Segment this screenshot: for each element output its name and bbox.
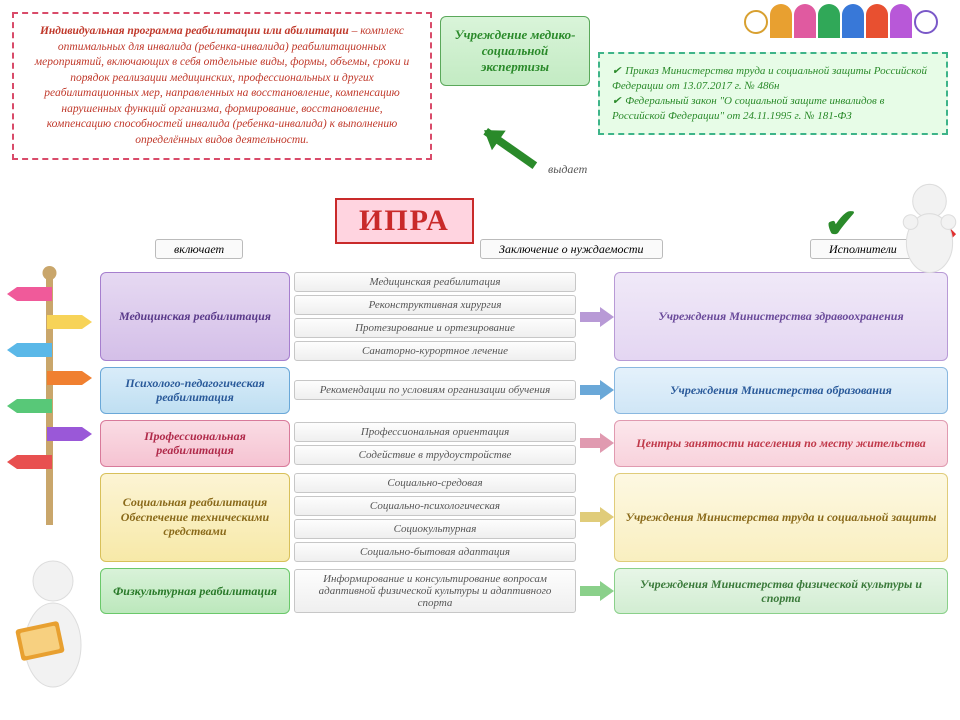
conclusion-header: Заключение о нуждаемости: [480, 242, 663, 257]
person-icon: [818, 4, 840, 38]
wheelchair-icon: [744, 10, 768, 34]
item-box: Медицинская реабилитация: [294, 272, 576, 292]
person-icon: [770, 4, 792, 38]
item-box: Содействие в трудоустройстве: [294, 445, 576, 465]
rehab-row: Физкультурная реабилитацияИнформирование…: [100, 568, 948, 615]
rehab-row: Социальная реабилитация Обеспечение техн…: [100, 473, 948, 562]
flow-arrow-icon: [580, 473, 614, 562]
wheelchair-icon: [914, 10, 938, 34]
law-item: ✔Приказ Министерства труда и социальной …: [612, 64, 934, 94]
item-box: Протезирование и ортезирование: [294, 318, 576, 338]
rehab-row: Психолого-педагогическая реабилитацияРек…: [100, 367, 948, 414]
laws-box: ✔Приказ Министерства труда и социальной …: [598, 52, 948, 135]
figure-left-decoration: [0, 555, 108, 705]
signpost-decoration: [2, 265, 97, 525]
item-box: Социокультурная: [294, 519, 576, 539]
item-box: Реконструктивная хирургия: [294, 295, 576, 315]
flow-arrow-icon: [580, 272, 614, 361]
category-box: Психолого-педагогическая реабилитация: [100, 367, 290, 414]
category-box: Профессиональная реабилитация: [100, 420, 290, 467]
flow-arrow-icon: [580, 367, 614, 414]
executor-box: Учреждения Министерства здравоохранения: [614, 272, 948, 361]
executor-box: Учреждения Министерства труда и социальн…: [614, 473, 948, 562]
rehab-row: Профессиональная реабилитацияПрофессиона…: [100, 420, 948, 467]
item-box: Рекомендации по условиям организации обу…: [294, 380, 576, 400]
law-item: ✔Федеральный закон "О социальной защите …: [612, 94, 934, 124]
includes-label: включает: [155, 242, 243, 257]
executor-box: Центры занятости населения по месту жите…: [614, 420, 948, 467]
definition-box: Индивидуальная программа реабилитации ил…: [12, 12, 432, 160]
item-box: Профессиональная ориентация: [294, 422, 576, 442]
items-col: Социально-средовая Социально-психологичес…: [290, 473, 580, 562]
executor-box: Учреждения Министерства образования: [614, 367, 948, 414]
item-box: Социально-средовая: [294, 473, 576, 493]
items-col: Медицинская реабилитация Реконструктивная…: [290, 272, 580, 361]
items-col: Профессиональная ориентация Содействие в …: [290, 420, 580, 467]
category-box: Медицинская реабилитация: [100, 272, 290, 361]
item-box: Социально-психологическая: [294, 496, 576, 516]
person-icon: [890, 4, 912, 38]
items-col: Информирование и консультирование вопрос…: [290, 568, 580, 615]
person-icon: [794, 4, 816, 38]
checkmark-icon: ✔: [824, 200, 858, 247]
flow-arrow-icon: [580, 568, 614, 615]
issues-label: выдает: [548, 162, 587, 177]
item-box: Информирование и консультирование вопрос…: [294, 569, 576, 613]
rehab-row: Медицинская реабилитацияМедицинская реаб…: [100, 272, 948, 361]
flow-arrow-icon: [580, 420, 614, 467]
category-box: Социальная реабилитация Обеспечение техн…: [100, 473, 290, 562]
item-box: Социально-бытовая адаптация: [294, 542, 576, 562]
rehabilitation-table: Медицинская реабилитацияМедицинская реаб…: [100, 272, 948, 614]
person-icon: [842, 4, 864, 38]
item-box: Санаторно-курортное лечение: [294, 341, 576, 361]
items-col: Рекомендации по условиям организации обу…: [290, 367, 580, 414]
ipra-title: ИПРА: [335, 198, 474, 244]
executor-box: Учреждения Министерства физической культ…: [614, 568, 948, 615]
person-icon: [866, 4, 888, 38]
figure-right-decoration: [877, 178, 960, 283]
people-icons-row: [744, 4, 938, 38]
category-box: Физкультурная реабилитация: [100, 568, 290, 615]
mse-institution-box: Учреждение медико-социальной экспертизы: [440, 16, 590, 86]
